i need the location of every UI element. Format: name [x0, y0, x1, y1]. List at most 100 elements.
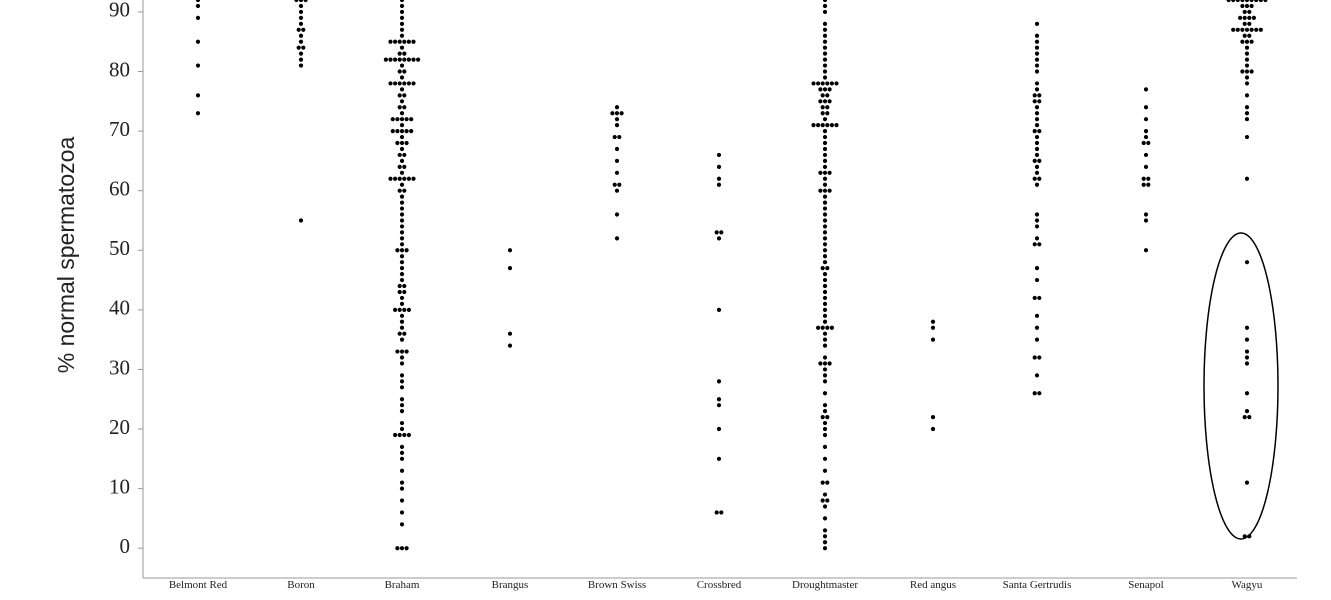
- dot: [1240, 69, 1245, 74]
- dot: [399, 21, 405, 26]
- dot: [298, 63, 304, 68]
- dot: [399, 486, 405, 491]
- dot: [822, 75, 828, 80]
- dot: [1141, 176, 1146, 181]
- dot: [1247, 534, 1252, 539]
- dot: [1249, 39, 1254, 44]
- dot: [820, 415, 825, 420]
- dot: [393, 176, 398, 181]
- dot: [1143, 152, 1149, 158]
- dot: [296, 45, 301, 50]
- dot: [395, 546, 400, 551]
- dot: [1034, 87, 1040, 92]
- dot: [822, 426, 828, 432]
- dot: [820, 81, 825, 86]
- dot: [301, 45, 306, 50]
- dot: [1034, 224, 1040, 229]
- dot: [1034, 134, 1040, 140]
- dot: [822, 194, 828, 199]
- dot: [399, 218, 405, 223]
- dot: [1034, 33, 1040, 38]
- dot: [822, 21, 828, 26]
- dot: [820, 105, 825, 110]
- dot: [1143, 128, 1149, 134]
- dot: [195, 15, 201, 20]
- dot: [822, 134, 828, 140]
- y-tick-label: 20: [109, 415, 130, 439]
- dot: [1244, 105, 1250, 110]
- dot: [825, 325, 830, 330]
- dot: [1244, 63, 1250, 68]
- x-tick-label: Brown Swiss: [587, 579, 647, 591]
- dot: [406, 81, 411, 86]
- dot: [1244, 361, 1250, 366]
- dot: [397, 283, 402, 289]
- dot: [1244, 57, 1250, 62]
- dot: [822, 307, 828, 312]
- dot: [822, 87, 828, 92]
- dot: [1251, 15, 1256, 20]
- dot: [822, 319, 828, 324]
- dot: [1146, 176, 1151, 181]
- dot: [406, 307, 411, 312]
- y-tick-label: 50: [109, 236, 130, 260]
- dot: [1143, 87, 1149, 92]
- dot: [716, 426, 722, 432]
- dot: [399, 480, 405, 485]
- dot: [822, 188, 828, 193]
- dot: [818, 99, 823, 104]
- dot: [719, 510, 724, 515]
- dot: [822, 242, 828, 247]
- dot: [825, 266, 830, 271]
- dot: [399, 301, 405, 306]
- x-tick-label: Braham: [384, 579, 420, 591]
- dot: [822, 99, 828, 104]
- dot: [393, 432, 398, 438]
- dot: [1034, 182, 1040, 187]
- dot: [1258, 27, 1263, 32]
- dot: [399, 546, 405, 551]
- dot: [614, 146, 620, 152]
- dot: [1247, 21, 1252, 26]
- y-axis-label: % normal spermatozoa: [53, 137, 79, 374]
- y-tick-label: 40: [109, 296, 130, 320]
- dot: [930, 426, 936, 432]
- dot: [614, 105, 620, 110]
- dot: [296, 27, 301, 32]
- x-tick-label: Boron: [287, 579, 315, 591]
- dot: [416, 57, 421, 62]
- dot: [1034, 236, 1040, 241]
- dot: [822, 391, 828, 396]
- dot: [822, 140, 828, 146]
- dot: [402, 81, 407, 86]
- dot: [393, 81, 398, 86]
- dot: [827, 188, 832, 193]
- dot: [397, 51, 402, 56]
- dot: [399, 224, 405, 229]
- dot: [1032, 99, 1037, 104]
- dot: [822, 33, 828, 38]
- dot: [402, 307, 407, 312]
- dot: [822, 272, 828, 277]
- dot: [1242, 15, 1247, 20]
- y-tick-label: 70: [109, 117, 130, 141]
- dot: [716, 456, 722, 461]
- dot: [1143, 212, 1149, 217]
- dot: [822, 468, 828, 473]
- dot: [1034, 63, 1040, 68]
- dot: [1034, 146, 1040, 152]
- dot: [404, 117, 409, 122]
- dot: [1249, 0, 1254, 3]
- dot: [399, 87, 405, 92]
- dot: [1254, 27, 1259, 32]
- dot: [390, 128, 395, 134]
- dot: [822, 117, 828, 122]
- dot: [388, 176, 393, 181]
- dot: [822, 128, 828, 134]
- dot: [818, 87, 823, 92]
- dot: [822, 289, 828, 295]
- dot: [397, 105, 402, 110]
- dot: [822, 236, 828, 241]
- dot: [822, 379, 828, 384]
- dot: [716, 379, 722, 384]
